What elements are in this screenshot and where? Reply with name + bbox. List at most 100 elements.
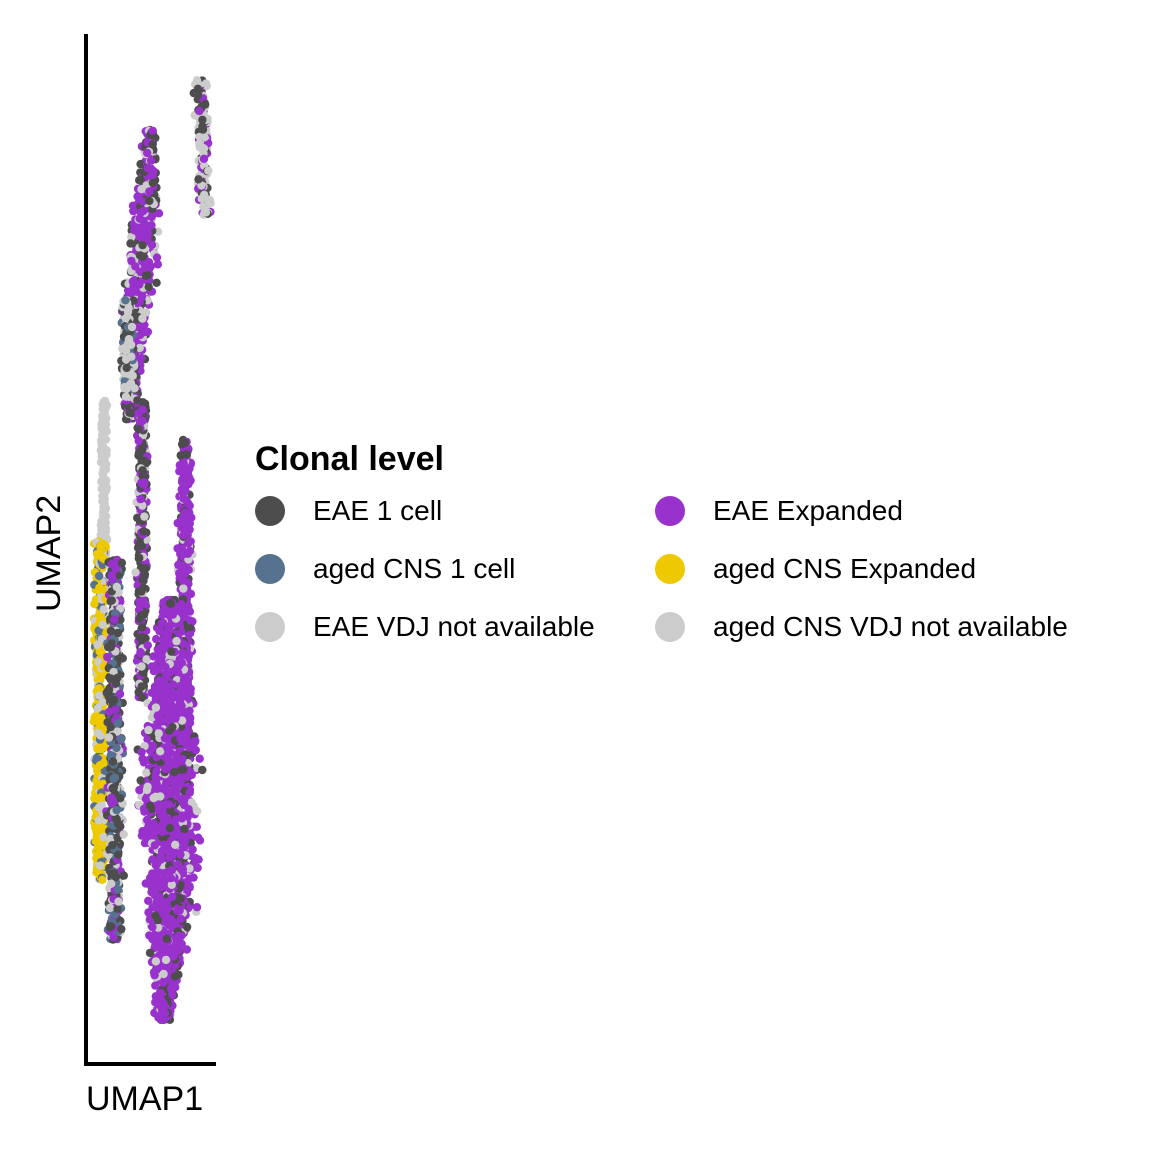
scatter-point xyxy=(194,833,203,842)
scatter-point xyxy=(93,843,103,852)
scatter-point xyxy=(108,841,117,850)
scatter-point xyxy=(104,733,114,742)
scatter-point xyxy=(138,466,147,475)
scatter-point xyxy=(98,400,108,409)
scatter-point xyxy=(114,897,123,906)
scatter-point xyxy=(99,493,108,503)
scatter-point xyxy=(119,830,128,839)
scatter-point xyxy=(156,747,165,756)
scatter-point xyxy=(99,476,108,486)
scatter-point xyxy=(181,496,191,505)
scatter-point xyxy=(178,576,187,585)
scatter-point xyxy=(186,589,196,599)
scatter-point xyxy=(195,139,204,148)
scatter-point xyxy=(148,178,157,187)
scatter-point xyxy=(144,896,153,905)
scatter-point xyxy=(139,610,149,619)
scatter-point xyxy=(140,456,149,466)
scatter-point xyxy=(112,815,122,824)
scatter-point xyxy=(141,564,150,573)
scatter-point xyxy=(142,308,151,317)
scatter-point xyxy=(201,79,211,88)
scatter-point xyxy=(146,156,156,165)
scatter-point xyxy=(137,662,146,671)
scatter-point xyxy=(109,783,119,792)
scatter-point xyxy=(144,282,153,292)
scatter-point xyxy=(119,871,128,880)
scatter-point xyxy=(96,861,105,870)
scatter-point xyxy=(107,639,116,648)
scatter-point xyxy=(139,206,148,216)
scatter-point xyxy=(96,731,105,740)
scatter-point xyxy=(121,314,130,323)
scatter-point xyxy=(115,689,125,699)
scatter-point xyxy=(141,271,151,280)
scatter-point xyxy=(138,314,147,323)
scatter-point xyxy=(112,743,121,753)
scatter-point xyxy=(116,734,126,744)
scatter-point xyxy=(112,805,121,815)
scatter-point xyxy=(150,841,159,850)
scatter-point xyxy=(117,558,127,567)
scatter-point xyxy=(106,674,116,683)
scatter-point xyxy=(148,140,157,149)
scatter-point xyxy=(95,647,104,656)
scatter-point xyxy=(183,549,192,558)
scatter-point xyxy=(134,436,143,446)
scatter-point xyxy=(102,486,111,495)
scatter-point xyxy=(117,924,126,934)
scatter-point xyxy=(94,803,104,812)
scatter-point xyxy=(100,455,109,464)
scatter-point xyxy=(113,719,123,728)
scatter-point xyxy=(144,725,153,735)
scatter-point xyxy=(92,827,101,837)
scatter-point xyxy=(104,685,114,694)
scatter-point xyxy=(107,560,116,569)
scatter-point xyxy=(140,224,149,234)
scatter-point xyxy=(181,468,191,477)
scatter-point xyxy=(138,197,147,206)
scatter-point xyxy=(143,641,152,650)
scatter-point xyxy=(95,571,104,581)
scatter-point xyxy=(138,575,147,584)
scatter-point xyxy=(152,278,161,287)
scatter-point xyxy=(147,221,156,230)
scatter-point xyxy=(145,196,154,206)
scatter-point xyxy=(181,478,190,488)
scatter-point xyxy=(146,262,155,271)
scatter-point xyxy=(120,383,129,392)
scatter-point xyxy=(204,166,213,175)
scatter-point xyxy=(121,355,131,364)
scatter-point xyxy=(90,599,99,609)
scatter-point xyxy=(205,195,214,205)
scatter-point xyxy=(195,106,204,116)
scatter-point xyxy=(105,903,115,913)
scatter-point xyxy=(93,640,102,649)
scatter-point xyxy=(152,253,162,262)
scatter-point xyxy=(150,970,159,980)
scatter-point xyxy=(148,171,157,180)
scatter-point xyxy=(193,807,202,816)
scatter-point xyxy=(100,429,109,438)
scatter-point xyxy=(137,623,147,632)
scatter-point xyxy=(131,568,140,577)
scatter-point xyxy=(93,744,102,753)
scatter-point xyxy=(148,126,157,136)
scatter-point xyxy=(152,898,161,907)
scatter-point xyxy=(199,154,209,163)
scatter-point xyxy=(99,539,108,549)
scatter-point xyxy=(129,206,138,216)
scatter-point xyxy=(135,553,144,563)
scatter-point xyxy=(94,585,104,594)
scatter-point xyxy=(107,596,117,605)
scatter-point xyxy=(135,343,144,353)
scatter-point xyxy=(140,327,150,337)
scatter-point xyxy=(153,260,162,269)
scatter-point xyxy=(185,525,194,534)
scatter-point xyxy=(176,451,185,460)
scatter-point xyxy=(143,163,152,173)
scatter-point xyxy=(194,175,203,184)
scatter-point xyxy=(179,458,188,468)
scatter-point xyxy=(136,648,145,657)
scatter-point xyxy=(142,768,151,777)
